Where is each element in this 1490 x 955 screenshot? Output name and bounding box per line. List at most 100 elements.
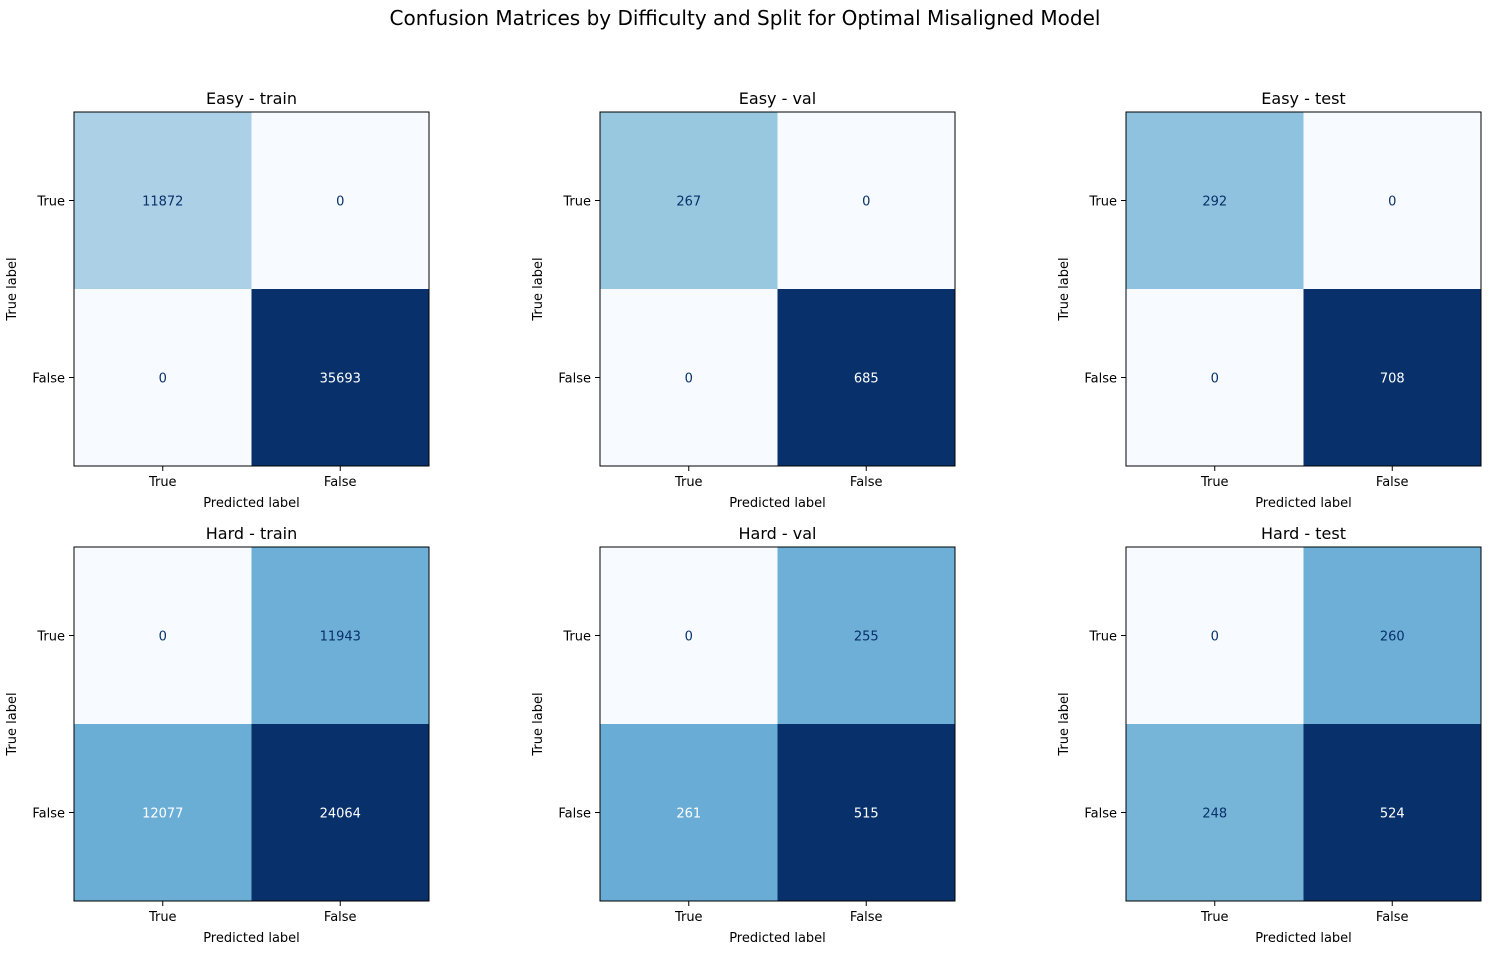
matrix-cell xyxy=(251,724,429,901)
matrix-cell xyxy=(1126,112,1304,289)
subplot-title: Hard - test xyxy=(1261,524,1346,543)
matrix-cell xyxy=(777,547,955,724)
cell-value-label: 267 xyxy=(676,195,701,210)
matrix-cell xyxy=(1126,724,1304,901)
y-axis-label: True label xyxy=(1057,692,1072,756)
subplot-title: Easy - val xyxy=(739,89,816,108)
cell-value-label: 0 xyxy=(1388,195,1396,210)
matrix-cell xyxy=(1303,112,1481,289)
matrix-cell xyxy=(74,289,252,466)
confusion-matrix-2: 267 0 0 685 Easy - val True False True False Pred… xyxy=(531,89,956,511)
cell-value-label: 35693 xyxy=(320,372,361,387)
matrix-cell xyxy=(777,724,955,901)
x-axis-label: Predicted label xyxy=(1255,496,1352,511)
cell-value-label: 0 xyxy=(159,372,167,387)
cell-value-label: 11943 xyxy=(320,630,361,645)
matrix-cell xyxy=(74,547,252,724)
cell-value-label: 248 xyxy=(1202,807,1227,822)
cell-value-label: 11872 xyxy=(142,195,183,210)
x-axis-label: Predicted label xyxy=(1255,931,1352,946)
cell-value-label: 0 xyxy=(862,195,870,210)
cell-value-label: 0 xyxy=(336,195,344,210)
x-tick-label: False xyxy=(1376,475,1409,490)
x-tick-label: True xyxy=(1200,910,1229,925)
y-tick-label: True xyxy=(1088,630,1117,645)
y-tick-label: False xyxy=(1084,372,1117,387)
cell-value-label: 255 xyxy=(854,630,879,645)
cell-value-label: 685 xyxy=(854,372,879,387)
y-tick-label: False xyxy=(32,372,65,387)
matrix-cell xyxy=(1303,547,1481,724)
confusion-matrix-3: 292 0 0 708 Easy - test True False True False Pre… xyxy=(1057,89,1482,511)
confusion-matrix-5: 0 255 261 515 Hard - val True False True False Pr… xyxy=(531,524,956,946)
matrix-cell xyxy=(600,289,778,466)
figure-title: Confusion Matrices by Difficulty and Spl… xyxy=(389,6,1101,30)
y-axis-label: True label xyxy=(1057,257,1072,321)
cell-value-label: 0 xyxy=(1211,630,1219,645)
x-tick-label: True xyxy=(1200,475,1229,490)
axes-frame xyxy=(599,111,956,467)
x-tick-label: True xyxy=(148,910,177,925)
x-tick-label: False xyxy=(850,910,883,925)
subplot-title: Hard - val xyxy=(739,524,817,543)
matrix-cell xyxy=(1126,289,1304,466)
y-tick-label: True xyxy=(1088,195,1117,210)
y-axis-label: True label xyxy=(531,692,546,756)
cell-value-label: 524 xyxy=(1380,807,1405,822)
y-axis-label: True label xyxy=(5,257,20,321)
subplot-title: Easy - test xyxy=(1261,89,1345,108)
x-axis-label: Predicted label xyxy=(729,931,826,946)
y-tick-label: False xyxy=(558,807,591,822)
cell-value-label: 708 xyxy=(1380,372,1405,387)
matrix-cell xyxy=(1126,547,1304,724)
cell-value-label: 515 xyxy=(854,807,879,822)
x-axis-label: Predicted label xyxy=(203,496,300,511)
cell-value-label: 12077 xyxy=(142,807,183,822)
y-tick-label: False xyxy=(32,807,65,822)
x-tick-label: False xyxy=(850,475,883,490)
matrix-cell xyxy=(600,547,778,724)
y-axis-label: True label xyxy=(531,257,546,321)
y-tick-label: False xyxy=(558,372,591,387)
x-tick-label: True xyxy=(674,475,703,490)
matrix-cell xyxy=(600,112,778,289)
y-axis-label: True label xyxy=(5,692,20,756)
matrix-cell xyxy=(777,112,955,289)
matrix-cell xyxy=(1303,289,1481,466)
axes-frame xyxy=(73,546,430,902)
matrix-cell xyxy=(251,112,429,289)
matrix-cell xyxy=(251,547,429,724)
cell-value-label: 24064 xyxy=(320,807,361,822)
matrix-cell xyxy=(74,112,252,289)
cell-value-label: 261 xyxy=(676,807,701,822)
axes-frame xyxy=(1125,546,1482,902)
confusion-matrix-1: 11872 0 0 35693 Easy - train True False True Fal… xyxy=(5,89,430,511)
confusion-matrix-4: 0 11943 12077 24064 Hard - train True False Tru… xyxy=(5,524,430,946)
x-axis-label: Predicted label xyxy=(203,931,300,946)
matrix-cell xyxy=(1303,724,1481,901)
axes-frame xyxy=(599,546,956,902)
axes-frame xyxy=(73,111,430,467)
x-tick-label: False xyxy=(324,475,357,490)
x-tick-label: False xyxy=(324,910,357,925)
matrix-cell xyxy=(600,724,778,901)
x-tick-label: True xyxy=(674,910,703,925)
x-tick-label: True xyxy=(148,475,177,490)
subplot-title: Hard - train xyxy=(206,524,297,543)
matrix-cell xyxy=(74,724,252,901)
cell-value-label: 260 xyxy=(1380,630,1405,645)
cell-value-label: 0 xyxy=(685,630,693,645)
matrix-cell xyxy=(251,289,429,466)
x-axis-label: Predicted label xyxy=(729,496,826,511)
cell-value-label: 0 xyxy=(159,630,167,645)
y-tick-label: True xyxy=(562,630,591,645)
cell-value-label: 0 xyxy=(1211,372,1219,387)
confusion-matrix-6: 0 260 248 524 Hard - test True False True False P… xyxy=(1057,524,1482,946)
subplot-title: Easy - train xyxy=(206,89,297,108)
x-tick-label: False xyxy=(1376,910,1409,925)
cell-value-label: 292 xyxy=(1202,195,1227,210)
axes-frame xyxy=(1125,111,1482,467)
y-tick-label: True xyxy=(36,195,65,210)
